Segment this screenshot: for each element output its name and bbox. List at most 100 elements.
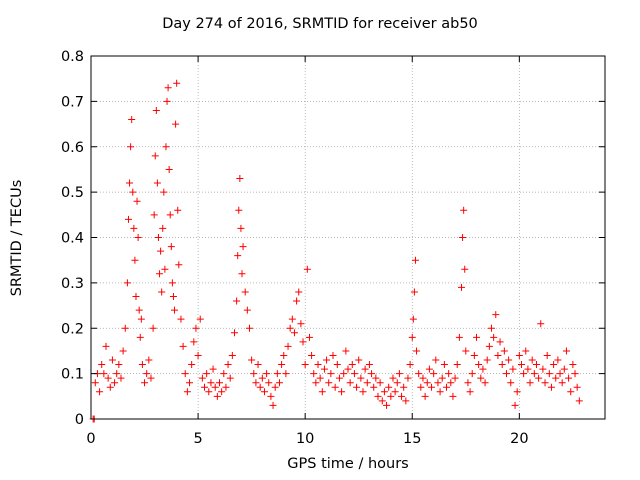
data-point: [248, 356, 256, 364]
data-point: [236, 175, 244, 183]
data-point: [460, 206, 468, 214]
data-point: [222, 383, 230, 391]
data-point: [198, 374, 206, 382]
data-point: [260, 388, 268, 396]
data-point: [550, 361, 558, 369]
data-point: [258, 374, 266, 382]
data-point: [462, 347, 470, 355]
data-point: [91, 379, 99, 387]
data-point: [171, 306, 179, 314]
data-point: [141, 379, 149, 387]
data-point: [338, 388, 346, 396]
data-point: [443, 383, 451, 391]
y-tick-label: 0.6: [61, 140, 84, 156]
data-point: [487, 324, 495, 332]
data-point: [393, 379, 401, 387]
data-point: [415, 370, 423, 378]
data-point: [500, 347, 508, 355]
data-point: [391, 388, 399, 396]
data-point: [507, 379, 515, 387]
data-point: [269, 401, 277, 409]
data-point: [530, 370, 538, 378]
data-point: [359, 388, 367, 396]
data-point: [115, 361, 123, 369]
data-point: [327, 370, 335, 378]
data-point: [226, 374, 234, 382]
data-point: [220, 370, 228, 378]
data-point: [288, 315, 296, 323]
data-point: [203, 370, 211, 378]
data-point: [278, 361, 286, 369]
data-point: [575, 397, 583, 405]
x-tick-label: 15: [403, 431, 421, 447]
data-point: [511, 401, 519, 409]
data-point: [175, 261, 183, 269]
data-point: [213, 392, 221, 400]
data-point: [451, 374, 459, 382]
data-point: [496, 338, 504, 346]
data-point: [539, 365, 547, 373]
data-point: [434, 379, 442, 387]
data-point: [181, 370, 189, 378]
data-point: [297, 320, 305, 328]
data-point: [318, 388, 326, 396]
data-point: [293, 297, 301, 305]
data-point: [378, 397, 386, 405]
data-point: [505, 356, 513, 364]
data-point: [387, 392, 395, 400]
data-point: [466, 388, 474, 396]
data-point: [224, 361, 232, 369]
data-point: [165, 165, 173, 173]
data-point: [127, 143, 135, 151]
data-point: [282, 370, 290, 378]
data-point: [314, 361, 322, 369]
data-point: [400, 383, 408, 391]
data-point: [385, 383, 393, 391]
data-point: [265, 379, 273, 387]
data-point: [565, 374, 573, 382]
data-point: [479, 365, 487, 373]
data-point: [425, 365, 433, 373]
data-point: [201, 383, 209, 391]
data-point: [509, 365, 517, 373]
data-point: [524, 365, 532, 373]
data-point: [325, 379, 333, 387]
data-point: [541, 379, 549, 387]
data-point: [455, 333, 463, 341]
data-point: [459, 234, 467, 241]
data-point: [348, 361, 356, 369]
data-point: [151, 152, 159, 160]
data-point: [160, 188, 168, 196]
data-point: [344, 365, 352, 373]
data-point: [368, 370, 376, 378]
data-point: [126, 179, 134, 187]
data-point: [310, 370, 318, 378]
data-point: [186, 379, 194, 387]
data-point: [250, 370, 258, 378]
data-point: [113, 370, 121, 378]
data-point: [154, 234, 162, 241]
data-point: [430, 370, 438, 378]
data-point: [329, 351, 337, 359]
data-point: [271, 383, 279, 391]
data-point: [228, 351, 236, 359]
data-point: [163, 97, 171, 105]
data-point: [436, 388, 444, 396]
data-point: [475, 361, 483, 369]
data-point: [331, 383, 339, 391]
data-point: [137, 315, 145, 323]
data-point: [545, 370, 553, 378]
data-point: [458, 283, 466, 291]
data-point: [135, 306, 143, 314]
data-point: [284, 342, 292, 350]
data-point: [423, 379, 431, 387]
data-point: [320, 365, 328, 373]
data-point: [190, 338, 198, 346]
x-axis-label: GPS time / hours: [287, 456, 409, 472]
data-point: [363, 379, 371, 387]
data-point: [483, 356, 491, 364]
data-point: [445, 370, 453, 378]
data-point: [464, 379, 472, 387]
data-point: [299, 338, 307, 346]
data-point: [138, 361, 146, 369]
